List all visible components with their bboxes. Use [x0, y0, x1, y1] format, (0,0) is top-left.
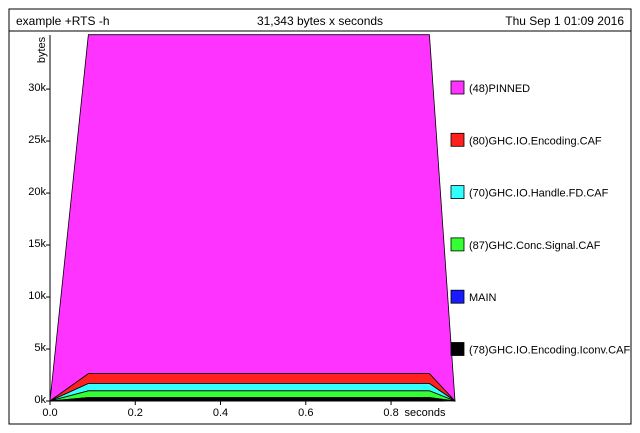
y-tick-label: 30k	[28, 82, 46, 94]
y-tick-label: 25k	[28, 134, 46, 146]
y-axis-label: bytes	[36, 36, 48, 63]
header-date: Thu Sep 1 01:09 2016	[505, 14, 624, 28]
legend-label: (70)GHC.IO.Handle.FD.CAF	[469, 188, 609, 200]
legend-swatch	[450, 342, 465, 356]
legend-swatch	[450, 132, 465, 147]
y-tick-label: 10k	[28, 290, 46, 302]
legend-swatch	[450, 237, 465, 252]
legend-swatch	[450, 289, 465, 304]
header-total: 31,343 bytes x seconds	[257, 14, 383, 28]
y-ticks: 0k 5k 10k 15k 20k 25k 30k	[28, 82, 50, 406]
legend-label: MAIN	[469, 292, 497, 304]
legend-label: (80)GHC.IO.Encoding.CAF	[469, 135, 602, 147]
plot-frame	[8, 30, 632, 425]
x-axis-label: seconds	[405, 407, 446, 419]
x-tick-label: 0.2	[128, 407, 143, 419]
y-tick-label: 15k	[28, 238, 46, 250]
y-tick-label: 5k	[34, 342, 46, 354]
x-tick-label: 0.0	[42, 407, 57, 419]
y-tick-label: 20k	[28, 186, 46, 198]
legend-label: (87)GHC.Conc.Signal.CAF	[469, 240, 601, 252]
x-tick-label: 0.4	[213, 407, 228, 419]
legend: (48)PINNED (80)GHC.IO.Encoding.CAF (70)GHC…	[450, 80, 630, 357]
area-series-group	[49, 34, 456, 403]
header-program: example +RTS -h	[16, 14, 110, 28]
legend-label: (48)PINNED	[469, 83, 530, 95]
y-tick-label: 0k	[34, 394, 46, 406]
legend-swatch	[450, 185, 465, 200]
legend-label: (78)GHC.IO.Encoding.Iconv.CAF	[469, 345, 630, 357]
x-tick-label: 0.8	[383, 407, 398, 419]
x-ticks: 0.0 0.2 0.4 0.6 0.8	[42, 401, 399, 419]
x-tick-label: 0.6	[298, 407, 313, 419]
legend-swatch	[450, 80, 465, 95]
area-48-pinned	[49, 34, 456, 403]
